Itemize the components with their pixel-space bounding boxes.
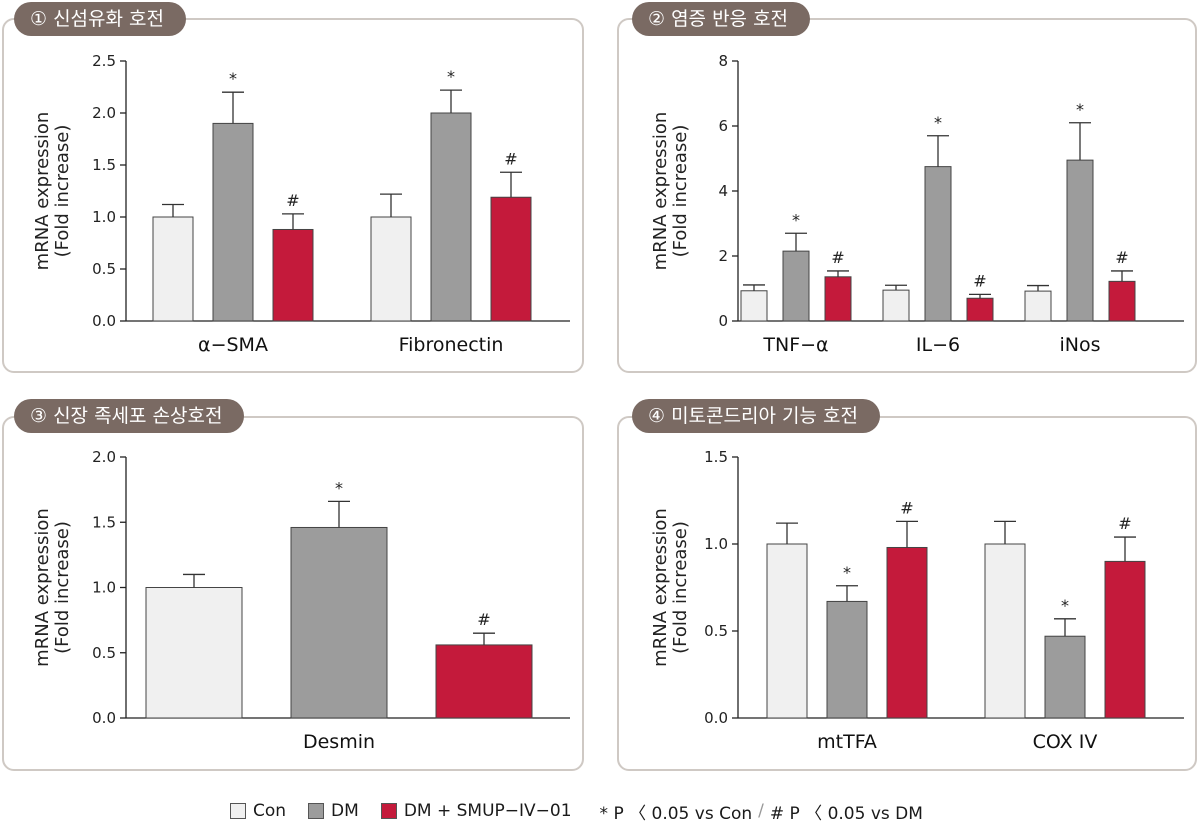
bar bbox=[290, 526, 388, 719]
legend-swatch-con bbox=[230, 803, 246, 819]
x-category-label: α−SMA bbox=[198, 334, 268, 356]
significance-mark: * bbox=[335, 478, 343, 497]
bar bbox=[924, 166, 952, 322]
y-axis-label-line: (Fold increase) bbox=[670, 125, 691, 258]
legend: Con DM DM + SMUP−IV−01 * P 〈 0.05 vs Con… bbox=[230, 797, 923, 825]
x-category-label: COX IV bbox=[1033, 731, 1098, 753]
panel-title-fibrosis: ① 신섬유화 호전 bbox=[14, 2, 186, 36]
y-tick-label: 1.5 bbox=[704, 448, 728, 466]
bar bbox=[1044, 635, 1086, 719]
x-category-label: Fibronectin bbox=[399, 334, 504, 356]
significance-mark: * bbox=[229, 69, 237, 88]
significance-mark: * bbox=[934, 113, 942, 132]
y-axis-label: mRNA expression(Fold increase) bbox=[32, 112, 73, 271]
x-category-label: iNos bbox=[1059, 334, 1100, 356]
bar bbox=[430, 112, 472, 322]
bar bbox=[145, 587, 243, 719]
legend-item-con: Con bbox=[230, 801, 286, 821]
x-category-label: TNF−α bbox=[762, 334, 828, 356]
bar bbox=[882, 289, 910, 322]
bar bbox=[1066, 159, 1094, 322]
y-tick-label: 0 bbox=[718, 312, 728, 330]
significance-mark: * bbox=[1076, 100, 1084, 119]
y-tick-label: 0.0 bbox=[704, 709, 728, 727]
y-tick-label: 0.0 bbox=[92, 312, 116, 330]
bar bbox=[370, 216, 412, 322]
y-tick-label: 2.5 bbox=[92, 52, 116, 70]
y-axis-label-line: mRNA expression bbox=[650, 508, 671, 667]
y-axis-label-line: (Fold increase) bbox=[52, 125, 73, 258]
panel-title-podocyte: ③ 신장 족세포 손상호전 bbox=[14, 399, 245, 433]
bar bbox=[1108, 280, 1136, 322]
bar bbox=[212, 122, 254, 322]
significance-mark: # bbox=[504, 149, 517, 168]
y-tick-label: 1.5 bbox=[92, 513, 116, 531]
bar bbox=[984, 543, 1026, 719]
bar bbox=[1104, 560, 1146, 719]
bar bbox=[826, 600, 868, 719]
legend-item-dm-smup: DM + SMUP−IV−01 bbox=[380, 801, 572, 821]
legend-label-dm-smup: DM + SMUP−IV−01 bbox=[403, 801, 572, 821]
significance-mark: # bbox=[477, 610, 490, 629]
y-axis-label-line: (Fold increase) bbox=[52, 521, 73, 654]
significance-mark: # bbox=[973, 271, 986, 290]
significance-mark: # bbox=[286, 191, 299, 210]
bar bbox=[966, 297, 994, 322]
bar bbox=[490, 196, 532, 322]
y-axis-label-line: mRNA expression bbox=[650, 112, 671, 271]
y-tick-label: 0.5 bbox=[92, 644, 116, 662]
y-tick-label: 0.5 bbox=[704, 622, 728, 640]
y-tick-label: 6 bbox=[718, 117, 728, 135]
legend-swatch-dm-smup bbox=[380, 803, 397, 819]
panel-title-mitochondria: ④ 미토콘드리아 기능 호전 bbox=[632, 399, 880, 433]
bar bbox=[272, 228, 314, 322]
bar bbox=[740, 290, 768, 322]
significance-mark: # bbox=[1115, 248, 1128, 267]
legend-note-vs-dm: # P 〈 0.05 vs DM bbox=[769, 803, 923, 824]
y-tick-label: 2.0 bbox=[92, 104, 116, 122]
y-tick-label: 0.0 bbox=[92, 709, 116, 727]
bar bbox=[152, 216, 194, 322]
legend-separator: / bbox=[758, 801, 764, 821]
bar bbox=[1024, 290, 1052, 322]
y-tick-label: 1.0 bbox=[92, 208, 116, 226]
significance-mark: * bbox=[447, 67, 455, 86]
y-tick-label: 1.0 bbox=[704, 535, 728, 553]
x-category-label: mtTFA bbox=[817, 731, 877, 753]
y-axis-label-line: (Fold increase) bbox=[670, 521, 691, 654]
y-tick-label: 1.0 bbox=[92, 579, 116, 597]
significance-mark: # bbox=[900, 498, 913, 517]
bar bbox=[886, 546, 928, 719]
y-tick-label: 4 bbox=[718, 182, 728, 200]
bar bbox=[782, 250, 810, 322]
significance-mark: # bbox=[831, 248, 844, 267]
x-category-label: IL−6 bbox=[916, 334, 960, 356]
y-tick-label: 2 bbox=[718, 247, 728, 265]
bar bbox=[766, 543, 808, 719]
y-tick-label: 2.0 bbox=[92, 448, 116, 466]
legend-label-dm: DM bbox=[331, 801, 359, 821]
significance-mark: # bbox=[1118, 514, 1131, 533]
y-axis-label-line: mRNA expression bbox=[32, 508, 53, 667]
y-tick-label: 0.5 bbox=[92, 260, 116, 278]
significance-mark: * bbox=[843, 563, 851, 582]
legend-note-vs-con: * P 〈 0.05 vs Con bbox=[599, 803, 753, 824]
legend-item-dm: DM bbox=[308, 801, 359, 821]
y-axis-label-line: mRNA expression bbox=[32, 112, 53, 271]
y-tick-label: 8 bbox=[718, 52, 728, 70]
legend-label-con: Con bbox=[253, 801, 287, 821]
y-axis-label: mRNA expression(Fold increase) bbox=[650, 508, 691, 667]
y-axis-label: mRNA expression(Fold increase) bbox=[32, 508, 73, 667]
legend-swatch-dm bbox=[308, 803, 325, 819]
bar bbox=[435, 644, 533, 719]
y-tick-label: 1.5 bbox=[92, 156, 116, 174]
significance-mark: * bbox=[1061, 596, 1069, 615]
panel-title-inflammation: ② 염증 반응 호전 bbox=[632, 2, 811, 36]
significance-mark: * bbox=[792, 210, 800, 229]
x-category-label: Desmin bbox=[303, 731, 375, 753]
y-axis-label: mRNA expression(Fold increase) bbox=[650, 112, 691, 271]
bar bbox=[824, 276, 852, 322]
